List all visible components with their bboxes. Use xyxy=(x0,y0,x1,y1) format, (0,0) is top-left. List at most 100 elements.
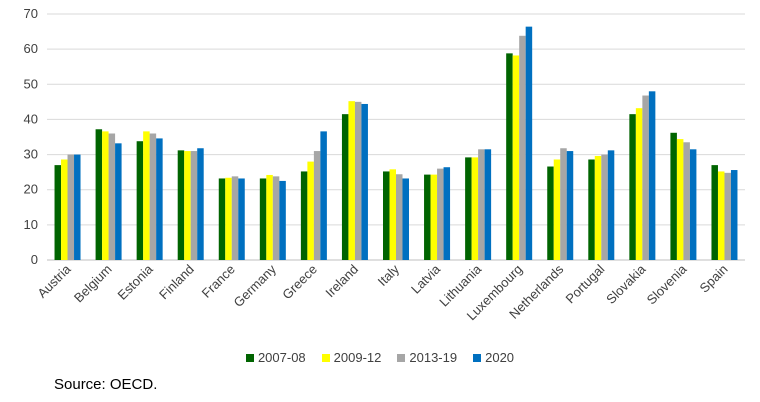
bar xyxy=(566,151,574,260)
x-tick-label: Slovakia xyxy=(603,261,649,307)
bar xyxy=(115,143,122,260)
legend-label: 2013-19 xyxy=(409,350,458,365)
bar xyxy=(711,165,718,260)
bar xyxy=(594,155,602,260)
bar xyxy=(607,150,615,260)
bar xyxy=(648,91,656,260)
legend-swatch xyxy=(397,353,406,362)
bar xyxy=(717,171,725,260)
legend-label: 2020 xyxy=(485,350,515,365)
bar xyxy=(437,168,444,260)
x-tick-label: Belgium xyxy=(71,262,115,306)
bar xyxy=(279,180,286,260)
legend-item: 2013-19 xyxy=(397,350,457,365)
y-tick-label: 0 xyxy=(31,252,38,267)
y-tick-label: 60 xyxy=(24,41,38,56)
bar xyxy=(629,114,636,261)
bar xyxy=(190,151,198,260)
bar xyxy=(730,170,738,260)
y-tick-label: 20 xyxy=(24,182,38,197)
y-tick-label: 10 xyxy=(24,217,38,232)
bar xyxy=(184,151,191,260)
bars xyxy=(54,26,738,261)
legend-label: 2009-12 xyxy=(333,350,382,365)
bar xyxy=(361,103,368,260)
bar xyxy=(74,154,81,260)
bar xyxy=(443,167,451,260)
bar xyxy=(197,148,204,260)
bar xyxy=(156,138,163,260)
bar xyxy=(465,157,472,260)
bar xyxy=(642,95,649,260)
legend-swatch xyxy=(321,353,330,362)
bar xyxy=(547,166,554,260)
bar xyxy=(525,26,533,260)
bar xyxy=(430,174,438,260)
bar xyxy=(341,114,349,261)
bar xyxy=(553,159,561,260)
bar xyxy=(300,171,308,260)
x-tick-label: France xyxy=(199,262,238,301)
bar xyxy=(670,132,677,260)
x-tick-label: Italy xyxy=(375,261,403,289)
bar xyxy=(61,159,68,260)
bar xyxy=(54,165,62,260)
x-tick-label: Portugal xyxy=(563,261,608,306)
bar xyxy=(484,149,492,260)
bar xyxy=(519,35,526,260)
bar xyxy=(389,169,396,260)
x-tick-label: Austria xyxy=(34,261,74,301)
bar xyxy=(383,171,390,260)
legend-swatch xyxy=(245,353,254,362)
legend-swatch xyxy=(473,353,482,362)
bar xyxy=(348,101,355,260)
bar xyxy=(307,161,314,260)
bar xyxy=(424,174,431,260)
x-tick-label: Germany xyxy=(231,261,280,310)
bar xyxy=(177,150,185,260)
bar xyxy=(136,141,144,260)
source-note: Source: OECD. xyxy=(54,376,158,393)
bar xyxy=(225,177,232,260)
bar xyxy=(313,151,321,260)
bar xyxy=(218,178,226,260)
y-tick-label: 70 xyxy=(24,6,38,21)
bar xyxy=(478,149,485,260)
bar xyxy=(231,176,239,260)
bar xyxy=(320,131,327,260)
bar xyxy=(67,154,75,260)
legend-item: 2020 xyxy=(473,350,514,365)
bar xyxy=(601,154,608,260)
bar xyxy=(683,142,690,260)
bar xyxy=(724,172,731,260)
bar xyxy=(143,131,150,260)
bar xyxy=(354,101,362,260)
bar xyxy=(108,133,116,260)
bar xyxy=(149,133,157,260)
legend-item: 2007-08 xyxy=(245,350,306,365)
x-tick-label: Ireland xyxy=(322,262,361,301)
bar xyxy=(512,55,520,261)
bar xyxy=(588,159,595,260)
x-tick-label: Finland xyxy=(156,262,197,303)
x-tick-label: Greece xyxy=(279,262,320,303)
bar xyxy=(506,53,513,260)
x-tick-label: Latvia xyxy=(408,261,444,297)
y-tick-label: 50 xyxy=(24,76,38,91)
bar xyxy=(676,139,684,260)
y-axis: 0 10 20 30 40 50 60 70 xyxy=(24,6,38,267)
legend: 2007-08 2009-12 2013-19 2020 xyxy=(0,350,760,365)
bar xyxy=(238,178,245,260)
bar xyxy=(402,178,409,260)
legend-item: 2009-12 xyxy=(321,350,382,365)
x-tick-label: Slovenia xyxy=(644,261,690,307)
bar xyxy=(266,174,273,260)
bar xyxy=(102,131,109,260)
x-tick-label: Estonia xyxy=(114,261,156,303)
bar xyxy=(95,129,103,260)
bar xyxy=(396,174,403,260)
bar xyxy=(272,176,280,260)
bar xyxy=(635,108,643,260)
